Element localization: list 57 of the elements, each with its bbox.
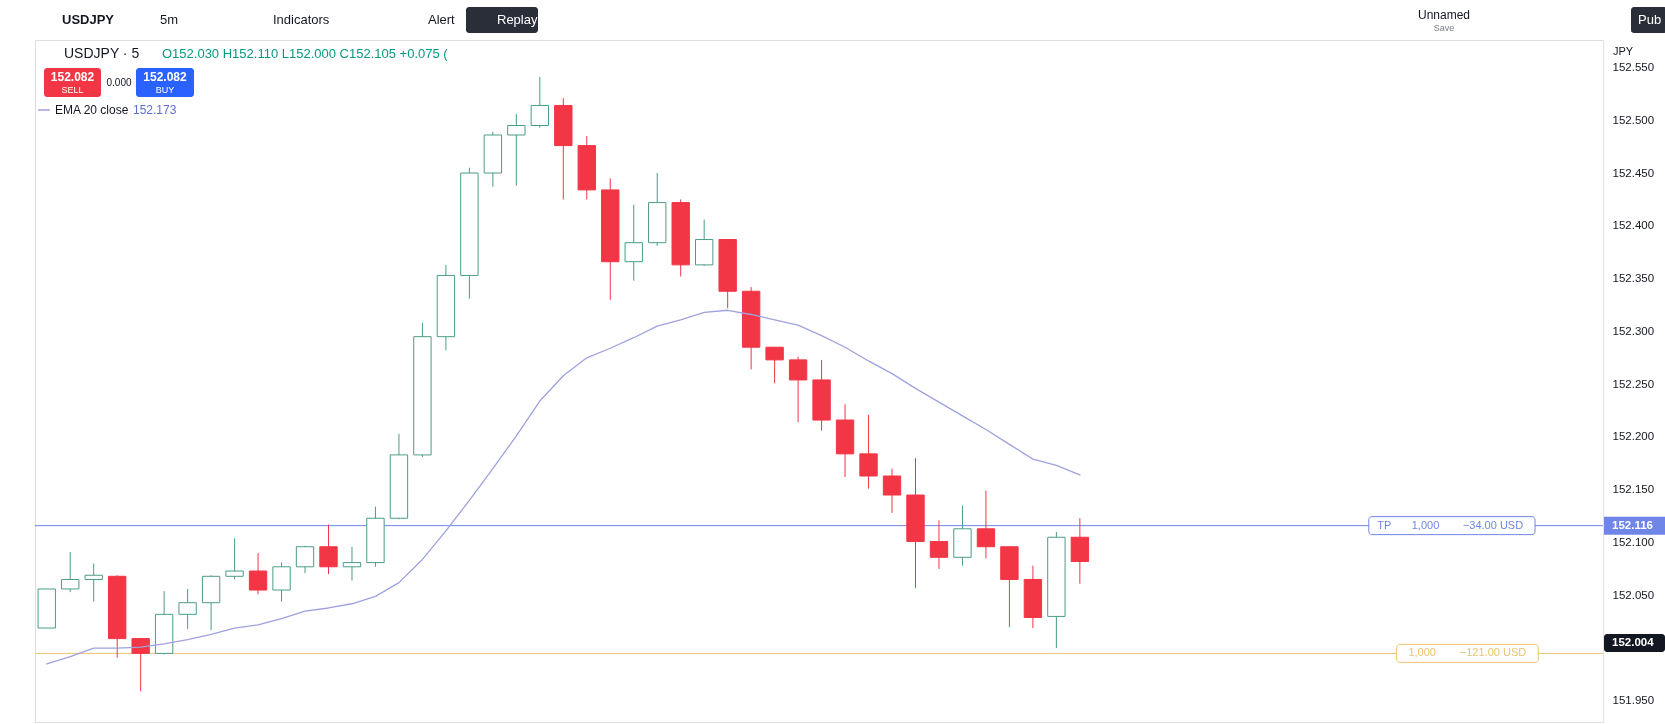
text: Pub — [1638, 12, 1662, 27]
y-tick-label: 151.950 — [1612, 694, 1655, 707]
candlestick — [84, 563, 103, 603]
text: 152.004 — [1612, 636, 1655, 648]
candlestick — [225, 537, 244, 580]
y-tick-label: 152.250 — [1612, 377, 1655, 390]
candlestick — [624, 204, 643, 282]
annotation: TP — [1377, 518, 1392, 531]
ref-line-label: 152.116 — [1612, 518, 1653, 531]
candlestick — [131, 638, 150, 692]
text: Alert — [428, 12, 456, 27]
candlestick — [859, 414, 878, 490]
text: Replay — [497, 12, 538, 27]
candlestick — [976, 490, 996, 559]
annotation: SELL — [61, 85, 84, 95]
y-tick-label: 152.450 — [1612, 166, 1655, 179]
candlestick — [342, 546, 362, 582]
y-tick-label: 152.400 — [1612, 219, 1655, 232]
chart-title: USDJPY · 5 — [64, 45, 140, 61]
text: Indicators — [273, 12, 330, 27]
candlestick — [530, 76, 550, 129]
candlestick — [319, 524, 338, 575]
annotation: 0.000 — [106, 77, 132, 88]
candlestick — [248, 552, 268, 595]
candlestick — [882, 468, 902, 514]
candlestick — [61, 551, 80, 593]
candlestick — [178, 588, 197, 630]
y-tick-label: 152.300 — [1612, 324, 1655, 337]
text: Unnamed — [1418, 8, 1471, 22]
text: Save — [1433, 23, 1455, 33]
y-tick-label: 152.550 — [1612, 60, 1655, 73]
line-series — [46, 309, 1081, 665]
annotation: 152.082 — [50, 70, 95, 84]
y-tick-label: 152.200 — [1612, 430, 1655, 443]
y-tick-label: 152.150 — [1612, 483, 1655, 496]
candlestick — [272, 562, 291, 603]
annotation: −121.00 USD — [1459, 646, 1527, 659]
text: 5m — [160, 12, 179, 27]
annotation: 152.173 — [133, 103, 177, 117]
candlestick — [765, 346, 784, 384]
annotation: 152.082 — [143, 70, 188, 84]
annotation: 1,000 — [1408, 646, 1436, 659]
y-tick-label: 152.500 — [1612, 113, 1655, 126]
y-tick-label: 152.350 — [1612, 272, 1655, 285]
text: USDJPY — [62, 12, 115, 27]
legend-label: EMA 20 close — [55, 103, 129, 117]
text: JPY — [1613, 45, 1634, 57]
candlestick — [788, 356, 808, 423]
chart-subtitle: O152.030 H152.110 L152.000 C152.105 +0.075 ( — [162, 46, 449, 61]
annotation: 1,000 — [1411, 518, 1440, 531]
y-tick-label: 152.050 — [1612, 588, 1655, 601]
annotation: BUY — [155, 85, 175, 95]
y-tick-label: 152.100 — [1612, 536, 1655, 549]
candlestick — [929, 519, 949, 570]
candlestick — [507, 113, 526, 187]
candlestick — [295, 545, 315, 574]
annotation: −34.00 USD — [1462, 518, 1524, 531]
